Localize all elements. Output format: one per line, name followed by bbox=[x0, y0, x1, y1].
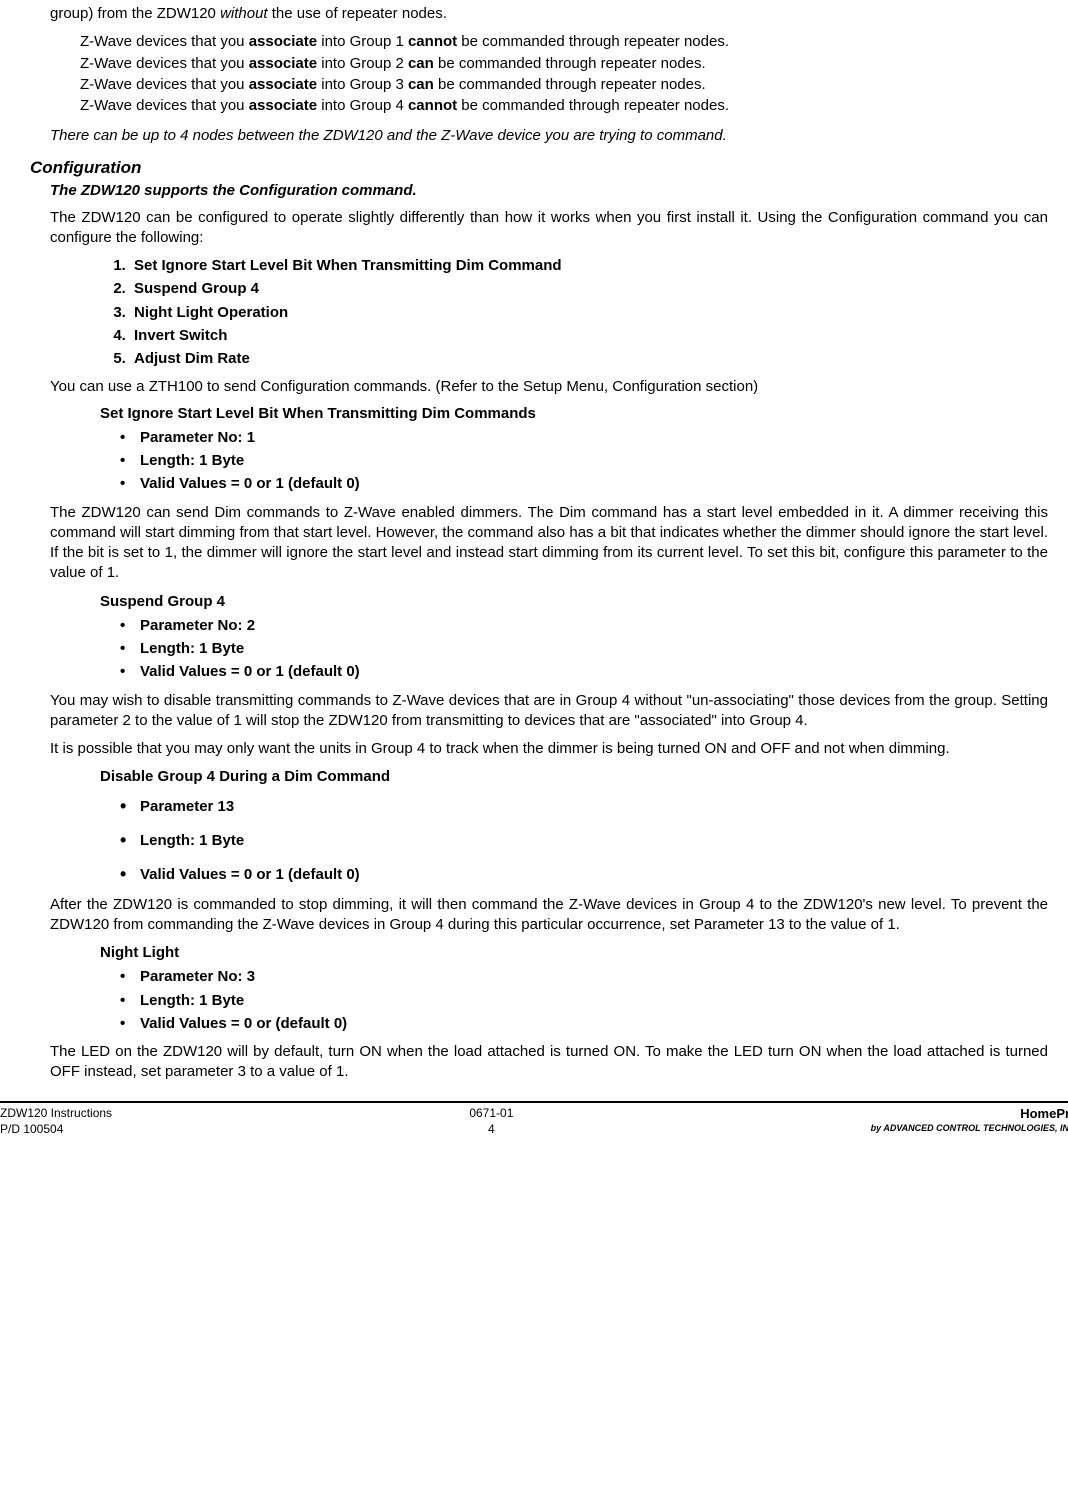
list-item: Valid Values = 0 or 1 (default 0) bbox=[120, 662, 1048, 682]
text: Z-Wave devices that you bbox=[80, 97, 249, 114]
text: group) from the ZDW120 bbox=[50, 5, 220, 22]
brand-byline: by ADVANCED CONTROL TECHNOLOGIES, INC. bbox=[871, 1122, 1068, 1134]
list-item: Set Ignore Start Level Bit When Transmit… bbox=[130, 256, 1048, 276]
text: into Group 3 bbox=[317, 76, 408, 93]
continued-line: group) from the ZDW120 without the use o… bbox=[50, 4, 1048, 24]
list-item: Suspend Group 4 bbox=[130, 279, 1048, 299]
param1-title: Set Ignore Start Level Bit When Transmit… bbox=[100, 404, 1048, 424]
param2-desc2: It is possible that you may only want th… bbox=[50, 739, 1048, 759]
param13-title: Disable Group 4 During a Dim Command bbox=[100, 767, 1048, 787]
param13-details: Parameter 13 Length: 1 Byte Valid Values… bbox=[120, 794, 1048, 887]
param1-desc: The ZDW120 can send Dim commands to Z-Wa… bbox=[50, 503, 1048, 584]
param2-desc1: You may wish to disable transmitting com… bbox=[50, 691, 1048, 732]
text: into Group 1 bbox=[317, 33, 408, 50]
text-bold: associate bbox=[249, 33, 317, 50]
doc-title: ZDW120 Instructions bbox=[0, 1105, 112, 1121]
text: Z-Wave devices that you bbox=[80, 33, 249, 50]
group-rule: Z-Wave devices that you associate into G… bbox=[80, 96, 1048, 116]
list-item: Invert Switch bbox=[130, 326, 1048, 346]
supports-line: The ZDW120 supports the Configuration co… bbox=[50, 181, 1048, 201]
list-item: Valid Values = 0 or 1 (default 0) bbox=[120, 862, 1048, 886]
param1-details: Parameter No: 1 Length: 1 Byte Valid Val… bbox=[120, 428, 1048, 495]
param2-details: Parameter No: 2 Length: 1 Byte Valid Val… bbox=[120, 616, 1048, 683]
footer-left: ZDW120 Instructions P/D 100504 bbox=[0, 1105, 112, 1137]
page-number: 4 bbox=[469, 1121, 513, 1137]
param3-details: Parameter No: 3 Length: 1 Byte Valid Val… bbox=[120, 967, 1048, 1034]
footer-center: 0671-01 4 bbox=[469, 1105, 513, 1137]
configuration-heading: Configuration bbox=[30, 157, 1048, 180]
text: the use of repeater nodes. bbox=[268, 5, 447, 22]
page-footer: ZDW120 Instructions P/D 100504 0671-01 4… bbox=[0, 1103, 1068, 1147]
text: be commanded through repeater nodes. bbox=[434, 55, 706, 72]
list-item: Valid Values = 0 or (default 0) bbox=[120, 1014, 1048, 1034]
text-bold: can bbox=[408, 55, 434, 72]
param3-title: Night Light bbox=[100, 943, 1048, 963]
text-bold: cannot bbox=[408, 33, 457, 50]
param13-desc: After the ZDW120 is commanded to stop di… bbox=[50, 895, 1048, 936]
list-item: Valid Values = 0 or 1 (default 0) bbox=[120, 474, 1048, 494]
group-rules-list: Z-Wave devices that you associate into G… bbox=[80, 32, 1048, 116]
text: be commanded through repeater nodes. bbox=[434, 76, 706, 93]
text: into Group 4 bbox=[317, 97, 408, 114]
group-rule: Z-Wave devices that you associate into G… bbox=[80, 75, 1048, 95]
doc-number: 0671-01 bbox=[469, 1105, 513, 1121]
list-item: Parameter No: 3 bbox=[120, 967, 1048, 987]
param3-desc: The LED on the ZDW120 will by default, t… bbox=[50, 1042, 1048, 1083]
hop-note: There can be up to 4 nodes between the Z… bbox=[50, 126, 1048, 146]
text: into Group 2 bbox=[317, 55, 408, 72]
config-options-list: Set Ignore Start Level Bit When Transmit… bbox=[130, 256, 1048, 369]
text-bold: can bbox=[408, 76, 434, 93]
list-item: Adjust Dim Rate bbox=[130, 349, 1048, 369]
text-bold: associate bbox=[249, 97, 317, 114]
text: Z-Wave devices that you bbox=[80, 55, 249, 72]
list-item: Length: 1 Byte bbox=[120, 828, 1048, 852]
list-item: Length: 1 Byte bbox=[120, 639, 1048, 659]
list-item: Length: 1 Byte bbox=[120, 451, 1048, 471]
text-bold: cannot bbox=[408, 97, 457, 114]
list-item: Parameter No: 2 bbox=[120, 616, 1048, 636]
list-item: Parameter No: 1 bbox=[120, 428, 1048, 448]
param2-title: Suspend Group 4 bbox=[100, 592, 1048, 612]
group-rule: Z-Wave devices that you associate into G… bbox=[80, 54, 1048, 74]
text-bold: associate bbox=[249, 76, 317, 93]
text: Z-Wave devices that you bbox=[80, 76, 249, 93]
config-intro: The ZDW120 can be configured to operate … bbox=[50, 208, 1048, 249]
list-item: Night Light Operation bbox=[130, 303, 1048, 323]
list-item: Parameter 13 bbox=[120, 794, 1048, 818]
doc-pd: P/D 100504 bbox=[0, 1121, 112, 1137]
text: be commanded through repeater nodes. bbox=[457, 33, 729, 50]
list-item: Length: 1 Byte bbox=[120, 991, 1048, 1011]
brand-name: HomePro bbox=[871, 1105, 1068, 1123]
footer-right: HomePro by ADVANCED CONTROL TECHNOLOGIES… bbox=[871, 1105, 1068, 1135]
text: be commanded through repeater nodes. bbox=[457, 97, 729, 114]
group-rule: Z-Wave devices that you associate into G… bbox=[80, 32, 1048, 52]
text-bold: associate bbox=[249, 55, 317, 72]
zth-note: You can use a ZTH100 to send Configurati… bbox=[50, 377, 1048, 397]
text-italic: without bbox=[220, 5, 268, 22]
